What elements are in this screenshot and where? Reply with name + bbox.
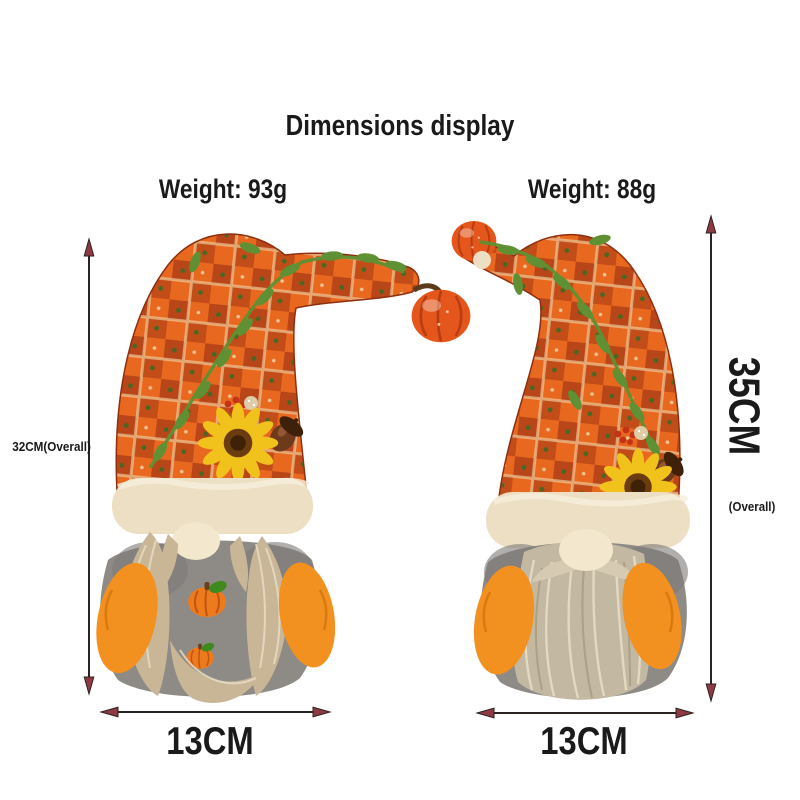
right-gnome-beard (512, 541, 651, 700)
left-height-arrow (83, 237, 95, 696)
right-weight-label: Weight: 88g (527, 174, 657, 204)
right-gnome-mittens (473, 562, 682, 675)
right-width-label: 13CM (540, 720, 628, 763)
left-gnome-hat-brim (112, 478, 313, 534)
right-height-overall-note: (Overall) (728, 500, 776, 514)
left-gnome-mittens (96, 562, 336, 674)
right-height-arrow (705, 214, 717, 703)
left-height-label: 32CM(Overall) (12, 439, 91, 454)
page-title: Dimensions display (285, 110, 515, 142)
left-weight-label: Weight: 93g (158, 174, 288, 204)
left-gnome-illustration (96, 233, 472, 703)
left-width-label: 13CM (166, 720, 254, 763)
right-gnome-illustration (450, 219, 690, 700)
right-gnome-hat-brim (486, 492, 690, 548)
right-width-arrow (475, 707, 695, 719)
left-gnome-hat (115, 233, 472, 509)
left-hat-pumpkin-charm (410, 283, 472, 344)
left-gnome-nose (172, 522, 220, 560)
right-gnome-hat (450, 219, 690, 526)
right-hat-pumpkin-tip (450, 219, 498, 269)
right-height-label: 35CM (720, 356, 769, 456)
left-width-arrow (99, 706, 332, 718)
right-gnome-nose (559, 529, 613, 571)
